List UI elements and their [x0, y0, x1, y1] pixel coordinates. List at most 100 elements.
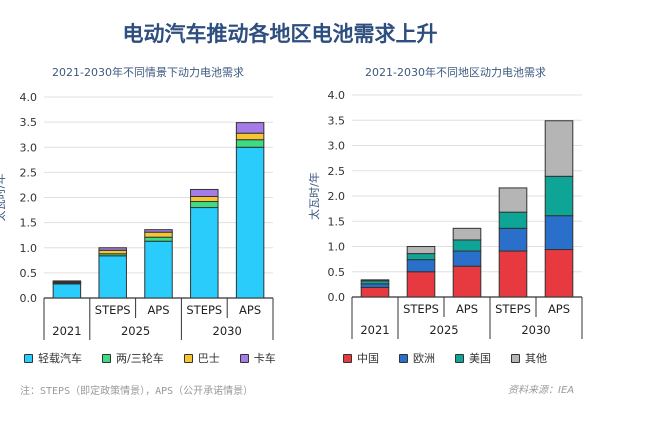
legend-item: 欧洲 — [399, 350, 435, 366]
y-tick-label: 4.0 — [328, 89, 346, 102]
legend-swatch — [183, 353, 193, 363]
legend-label: 卡车 — [253, 352, 276, 365]
legend-item: 两/三轮车 — [102, 350, 164, 366]
bar-segment-美国 — [498, 211, 528, 229]
bar-segment-中国 — [544, 249, 574, 298]
y-tick-label: 0.0 — [20, 292, 38, 305]
bar-segment-其他 — [498, 187, 528, 213]
bar-segment-欧洲 — [544, 215, 574, 251]
y-tick-label: 3.0 — [20, 141, 38, 154]
x-group-label: 2030 — [213, 324, 242, 338]
bar-segment-中国 — [498, 250, 528, 298]
bar-segment-巴士 — [144, 231, 173, 238]
bar-segment-两/三轮车 — [190, 201, 219, 209]
bar-segment-卡车 — [144, 229, 173, 233]
y-tick-label: 2.5 — [328, 165, 346, 178]
page-title: 电动汽车推动各地区电池需求上升 — [122, 21, 438, 46]
bar-segment-轻载汽车 — [52, 283, 82, 299]
bar-segment-欧洲 — [498, 227, 528, 252]
bar-segment-巴士 — [235, 132, 265, 141]
y-tick-label: 1.5 — [20, 217, 38, 230]
bar-segment-两/三轮车 — [235, 139, 265, 148]
bar-segment-美国 — [406, 253, 436, 261]
legend-swatch — [511, 353, 520, 363]
legend-label: 巴士 — [197, 352, 220, 365]
x-sub-label: STEPS — [403, 302, 439, 316]
x-group-label: 2021 — [360, 323, 389, 337]
x-sub-label: APS — [239, 303, 261, 317]
bar-segment-轻载汽车 — [190, 207, 219, 299]
bar-segment-轻载汽车 — [235, 146, 265, 299]
bar-segment-卡车 — [235, 122, 265, 134]
y-tick-label: 0.5 — [20, 267, 38, 280]
legend-label: 两/三轮车 — [116, 352, 164, 365]
x-sub-label: APS — [456, 302, 478, 316]
y-tick-label: 2.0 — [328, 190, 346, 203]
bar-segment-巴士 — [98, 249, 127, 255]
legend-vehicle: 轻载汽车 两/三轮车 巴士 卡车 — [24, 350, 296, 366]
legend-swatch — [399, 353, 408, 363]
bar-segment-中国 — [360, 286, 390, 298]
bar-segment-其他 — [360, 279, 390, 282]
legend-item: 美国 — [455, 350, 491, 366]
chart-2-title: 2021-2030年不同地区动力电池需求 — [365, 66, 546, 79]
bar-segment-中国 — [406, 271, 436, 298]
legend-item: 卡车 — [239, 350, 276, 366]
legend-label: 轻载汽车 — [38, 352, 82, 365]
legend-label: 中国 — [357, 352, 379, 365]
legend-swatch — [102, 353, 111, 363]
legend-swatch — [343, 353, 352, 363]
y-tick-label: 0.5 — [328, 266, 346, 279]
bar-segment-欧洲 — [452, 250, 482, 267]
y-tick-label: 3.5 — [20, 116, 38, 129]
y-tick-label: 4.0 — [20, 91, 38, 104]
bar-segment-其他 — [452, 227, 482, 241]
legend-swatch — [239, 353, 249, 363]
legend-swatch — [455, 353, 464, 363]
y-axis-label: 太瓦时/年 — [0, 174, 7, 222]
x-group-label: 2030 — [521, 323, 550, 337]
legend-item: 轻载汽车 — [24, 350, 82, 366]
bar-segment-美国 — [544, 175, 574, 217]
y-tick-label: 0.0 — [328, 291, 346, 304]
x-group-label: 2025 — [429, 323, 458, 337]
bar-segment-卡车 — [190, 188, 219, 197]
legend-label: 其他 — [525, 352, 547, 365]
x-sub-label: STEPS — [186, 303, 222, 317]
y-tick-label: 2.0 — [20, 192, 38, 205]
y-tick-label: 1.0 — [20, 242, 38, 255]
bar-segment-美国 — [452, 239, 482, 252]
y-axis-label: 太瓦时/年 — [307, 172, 321, 220]
y-tick-label: 3.0 — [328, 140, 346, 153]
bar-segment-巴士 — [190, 195, 219, 203]
legend-item: 巴士 — [183, 350, 220, 366]
legend-item: 其他 — [511, 350, 547, 366]
legend-label: 美国 — [469, 352, 491, 365]
x-sub-label: APS — [147, 303, 169, 317]
bar-segment-欧洲 — [360, 283, 390, 288]
bar-segment-轻载汽车 — [144, 240, 173, 299]
y-tick-label: 2.5 — [20, 166, 38, 179]
x-sub-label: APS — [548, 302, 570, 316]
bar-segment-卡车 — [98, 247, 127, 251]
x-sub-label: STEPS — [95, 303, 131, 317]
bar-segment-两/三轮车 — [144, 236, 173, 242]
bar-segment-欧洲 — [406, 259, 436, 273]
source-label: 资料来源：IEA — [508, 385, 575, 396]
y-tick-label: 1.0 — [328, 241, 346, 254]
bar-segment-轻载汽车 — [98, 255, 127, 299]
y-tick-label: 3.5 — [328, 114, 346, 127]
bar-segment-其他 — [544, 120, 574, 177]
bar-segment-卡车 — [52, 280, 82, 283]
chart-1-title: 2021-2030年不同情景下动力电池需求 — [52, 66, 244, 79]
legend-swatch — [24, 353, 33, 363]
legend-item: 中国 — [343, 350, 379, 366]
y-tick-label: 1.5 — [328, 215, 346, 228]
legend-region: 中国 欧洲 美国 其他 — [343, 350, 567, 366]
footnote: 注：STEPS（即定政策情景），APS（公开承诺情景） — [20, 386, 254, 397]
x-group-label: 2025 — [121, 324, 150, 338]
x-sub-label: STEPS — [495, 302, 531, 316]
bar-segment-中国 — [452, 265, 482, 298]
bar-segment-其他 — [406, 246, 436, 255]
